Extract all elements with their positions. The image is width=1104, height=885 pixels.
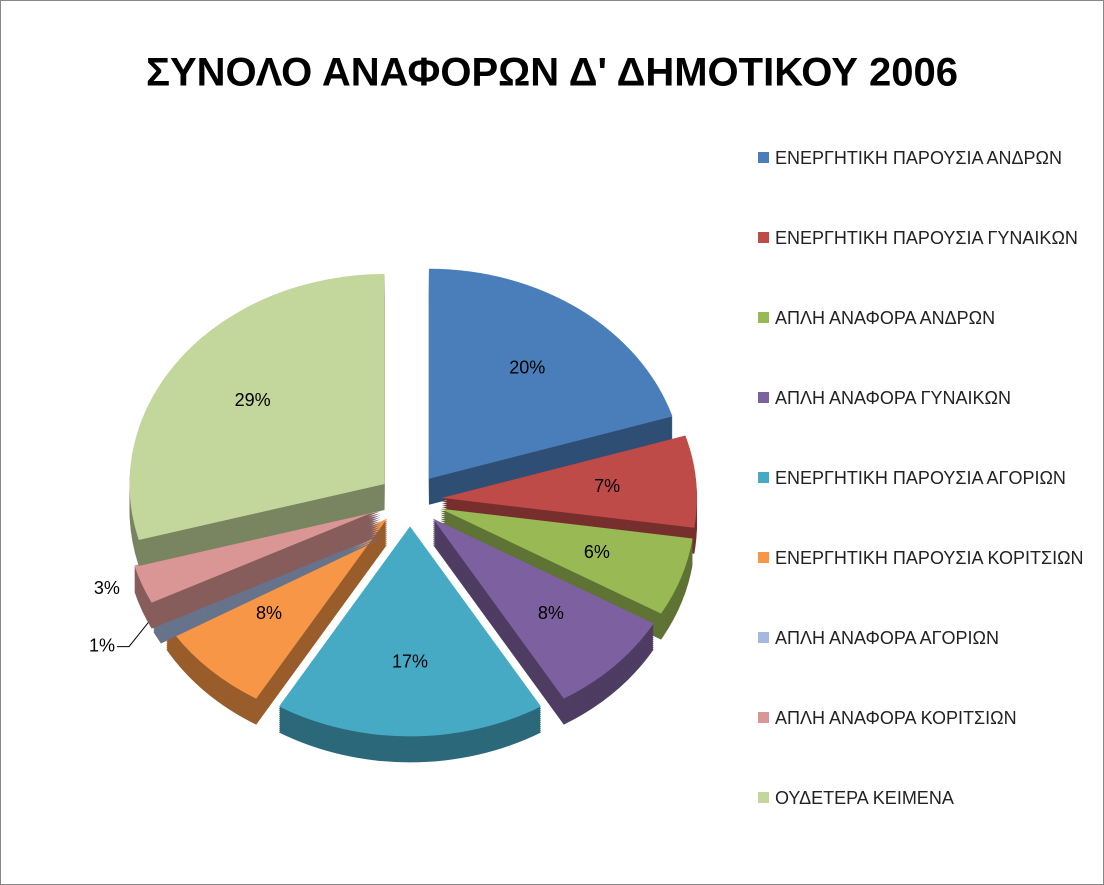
data-label: 8%	[538, 603, 564, 623]
data-label: 6%	[584, 542, 610, 562]
legend-item: ΑΠΛΗ ΑΝΑΦΟΡΑ ΓΥΝΑΙΚΩΝ	[758, 380, 1098, 460]
data-label: 7%	[594, 476, 620, 496]
data-label: 3%	[94, 578, 120, 598]
legend-label: ΑΠΛΗ ΑΝΑΦΟΡΑ ΑΓΟΡΙΩΝ	[775, 628, 999, 648]
legend-item: ΕΝΕΡΓΗΤΙΚΗ ΠΑΡΟΥΣΙΑ ΚΟΡΙΤΣΙΩΝ	[758, 540, 1098, 620]
legend-label: ΕΝΕΡΓΗΤΙΚΗ ΠΑΡΟΥΣΙΑ ΓΥΝΑΙΚΩΝ	[775, 228, 1078, 248]
legend-item: ΕΝΕΡΓΗΤΙΚΗ ΠΑΡΟΥΣΙΑ ΑΓΟΡΙΩΝ	[758, 460, 1098, 540]
legend-item: ΑΠΛΗ ΑΝΑΦΟΡΑ ΑΝΔΡΩΝ	[758, 300, 1098, 380]
legend-label: ΕΝΕΡΓΗΤΙΚΗ ΠΑΡΟΥΣΙΑ ΚΟΡΙΤΣΙΩΝ	[775, 548, 1084, 568]
data-label: 8%	[256, 603, 282, 623]
legend-item: ΑΠΛΗ ΑΝΑΦΟΡΑ ΚΟΡΙΤΣΙΩΝ	[758, 700, 1098, 780]
slice	[166, 518, 388, 699]
legend-swatch	[758, 152, 769, 163]
legend-swatch	[758, 472, 769, 483]
slice	[134, 509, 381, 603]
data-label: 1%	[89, 635, 115, 655]
legend-swatch	[758, 632, 769, 643]
data-label: 17%	[392, 652, 428, 672]
legend-label: ΑΠΛΗ ΑΝΑΦΟΡΑ ΚΟΡΙΤΣΙΩΝ	[775, 708, 1017, 728]
slice	[428, 268, 673, 479]
slice	[129, 274, 385, 540]
leader-line	[117, 611, 158, 648]
legend-swatch	[758, 312, 769, 323]
legend-label: ΕΝΕΡΓΗΤΙΚΗ ΠΑΡΟΥΣΙΑ ΑΝΔΡΩΝ	[775, 148, 1063, 168]
chart-title: ΣΥΝΟΛΟ ΑΝΑΦΟΡΩΝ Δ' ΔΗΜΟΤΙΚΟΥ 2006	[146, 51, 958, 95]
legend-item: ΑΠΛΗ ΑΝΑΦΟΡΑ ΑΓΟΡΙΩΝ	[758, 620, 1098, 700]
slice	[441, 435, 697, 528]
legend-item: ΟΥΔΕΤΕΡΑ ΚΕΙΜΕΝΑ	[758, 780, 1098, 860]
legend-swatch	[758, 232, 769, 243]
legend-label: ΑΠΛΗ ΑΝΑΦΟΡΑ ΑΝΔΡΩΝ	[775, 308, 996, 328]
legend-swatch	[758, 552, 769, 563]
slice	[279, 526, 541, 737]
legend-swatch	[758, 712, 769, 723]
legend-label: ΟΥΔΕΤΕΡΑ ΚΕΙΜΕΝΑ	[775, 788, 954, 808]
legend-label: ΕΝΕΡΓΗΤΙΚΗ ΠΑΡΟΥΣΙΑ ΑΓΟΡΙΩΝ	[775, 468, 1066, 488]
legend-item: ΕΝΕΡΓΗΤΙΚΗ ΠΑΡΟΥΣΙΑ ΓΥΝΑΙΚΩΝ	[758, 220, 1098, 300]
data-label: 29%	[235, 390, 271, 410]
legend: ΕΝΕΡΓΗΤΙΚΗ ΠΑΡΟΥΣΙΑ ΑΝΔΡΩΝ ΕΝΕΡΓΗΤΙΚΗ ΠΑΡ…	[758, 140, 1098, 860]
data-label: 20%	[509, 358, 545, 378]
legend-label: ΑΠΛΗ ΑΝΑΦΟΡΑ ΓΥΝΑΙΚΩΝ	[775, 388, 1011, 408]
legend-swatch	[758, 792, 769, 803]
legend-item: ΕΝΕΡΓΗΤΙΚΗ ΠΑΡΟΥΣΙΑ ΑΝΔΡΩΝ	[758, 140, 1098, 220]
slice	[440, 508, 693, 614]
slice	[432, 518, 654, 699]
legend-swatch	[758, 392, 769, 403]
